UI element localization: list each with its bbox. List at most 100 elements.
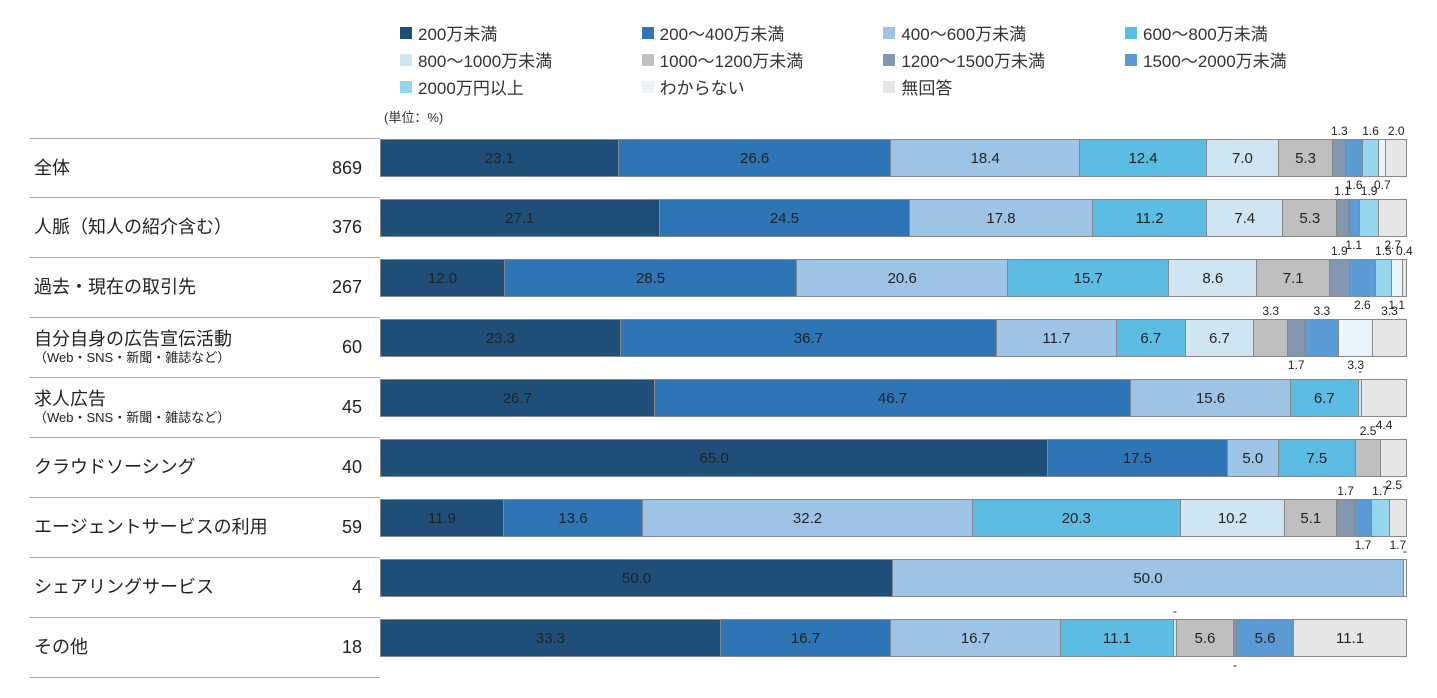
- row-label: シェアリングサービス: [30, 575, 310, 600]
- bar-segment: 12.4: [1079, 140, 1206, 176]
- bar-segment: 10.2: [1180, 500, 1284, 536]
- chart-column: 200万未満200～400万未満400～600万未満600～800万未満800～…: [380, 20, 1407, 678]
- segment-value-outside: -: [1358, 364, 1362, 378]
- bar-segment: 1.9: [1329, 260, 1348, 296]
- stacked-bar: 12.028.520.615.78.67.11.92.61.51.10.4: [380, 259, 1407, 297]
- row-labels-column: 全体869人脈（知人の紹介含む）376過去・現在の取引先267自分自身の広告宣伝…: [30, 20, 380, 678]
- segment-value-outside: 1.9: [1331, 244, 1348, 258]
- row-sublabel: （Web・SNS・新聞・雑誌など）: [34, 411, 306, 426]
- bar-segment: 13.6: [503, 500, 642, 536]
- legend-label: 200～400万未満: [660, 20, 785, 45]
- segment-value-outside: -: [1173, 604, 1177, 618]
- bar-segment: 2.7: [1378, 200, 1406, 236]
- bar-segment: 1.1: [1391, 260, 1402, 296]
- bar-segment: 7.0: [1206, 140, 1278, 176]
- bar-segment: 15.6: [1130, 380, 1289, 416]
- stacked-bar: 65.017.55.07.52.52.5: [380, 439, 1407, 477]
- bar-segment: 2.0: [1385, 140, 1406, 176]
- bar-segment: 16.7: [720, 620, 890, 656]
- segment-value: 33.3: [536, 630, 565, 647]
- bar-segment: 1.5: [1375, 260, 1390, 296]
- bar-segment: 1.7: [1389, 500, 1406, 536]
- segment-value: 12.4: [1128, 150, 1157, 167]
- bar-segment: 7.1: [1256, 260, 1329, 296]
- segment-value-outside: 3.3: [1262, 304, 1279, 318]
- bar-segment: 26.6: [618, 140, 891, 176]
- bar-segment: 1.6: [1362, 140, 1378, 176]
- bar-segment: 5.1: [1284, 500, 1336, 536]
- label-row: その他18: [30, 618, 380, 678]
- segment-value-outside: 1.7: [1337, 484, 1354, 498]
- bar-segment: 11.7: [996, 320, 1116, 356]
- segment-value: 8.6: [1202, 270, 1223, 287]
- legend-label: 1200～1500万未満: [901, 47, 1045, 72]
- bar-segment: 1.9: [1359, 200, 1378, 236]
- segment-value-outside: 0.4: [1396, 244, 1413, 258]
- legend-label: 200万未満: [418, 20, 497, 45]
- legend-swatch: [642, 54, 654, 66]
- stacked-bar: 26.746.715.66.7-4.4: [380, 379, 1407, 417]
- bar-segment: 1.6: [1345, 140, 1361, 176]
- bar-segment: 6.7: [1290, 380, 1358, 416]
- bar-row: 27.124.517.811.27.45.31.11.11.92.7: [380, 188, 1407, 248]
- bar-segment: 5.3: [1282, 200, 1336, 236]
- bar-segment: 1.3: [1332, 140, 1345, 176]
- row-n: 59: [310, 517, 380, 538]
- row-label: 人脈（知人の紹介含む）: [30, 215, 310, 240]
- legend: 200万未満200～400万未満400～600万未満600～800万未満800～…: [380, 20, 1407, 101]
- stacked-bar: 33.316.716.711.1-5.6-5.611.1: [380, 619, 1407, 657]
- bar-row: 12.028.520.615.78.67.11.92.61.51.10.4: [380, 248, 1407, 308]
- bar-segment: 11.1: [1293, 620, 1406, 656]
- segment-value: 18.4: [971, 150, 1000, 167]
- bar-segment: 36.7: [620, 320, 996, 356]
- segment-value: 26.7: [503, 390, 532, 407]
- bar-segment: -: [1403, 560, 1406, 596]
- segment-value: 50.0: [622, 570, 651, 587]
- segment-value-outside: 3.3: [1314, 304, 1331, 318]
- bar-segment: 6.7: [1185, 320, 1254, 356]
- label-row: エージェントサービスの利用59: [30, 498, 380, 558]
- segment-value: 28.5: [636, 270, 665, 287]
- legend-label: 1500～2000万未満: [1143, 47, 1287, 72]
- label-row: クラウドソーシング40: [30, 438, 380, 498]
- segment-value: 7.1: [1283, 270, 1304, 287]
- segment-value: 12.0: [428, 270, 457, 287]
- bar-segment: 3.3: [1372, 320, 1406, 356]
- stacked-bar-chart: 全体869人脈（知人の紹介含む）376過去・現在の取引先267自分自身の広告宣伝…: [30, 20, 1407, 678]
- segment-value-outside: 1.3: [1331, 124, 1348, 138]
- bar-segment: 6.7: [1116, 320, 1185, 356]
- legend-label: 800～1000万未満: [418, 47, 552, 72]
- segment-value-outside: -: [1403, 544, 1407, 558]
- row-sublabel: （Web・SNS・新聞・雑誌など）: [34, 351, 306, 366]
- segment-value: 6.7: [1314, 390, 1335, 407]
- bar-segment: 1.7: [1354, 500, 1371, 536]
- row-n: 45: [310, 397, 380, 418]
- bar-segment: 27.1: [381, 200, 659, 236]
- bar-segment: 11.2: [1092, 200, 1207, 236]
- bar-segment: 17.8: [909, 200, 1091, 236]
- bar-segment: 5.6: [1176, 620, 1233, 656]
- bar-segment: 2.5: [1380, 440, 1406, 476]
- bar-segment: 11.1: [1060, 620, 1173, 656]
- segment-value: 7.5: [1306, 450, 1327, 467]
- bar-segment: 50.0: [892, 560, 1403, 596]
- row-label: クラウドソーシング: [30, 455, 310, 480]
- bar-segment: 5.6: [1236, 620, 1293, 656]
- segment-value: 11.1: [1103, 630, 1131, 647]
- segment-value: 23.1: [485, 150, 514, 167]
- stacked-bar: 11.913.632.220.310.25.11.71.71.71.7: [380, 499, 1407, 537]
- legend-item: 1000～1200万未満: [642, 47, 884, 72]
- row-label: 過去・現在の取引先: [30, 275, 310, 300]
- segment-value: 65.0: [700, 450, 729, 467]
- row-label: エージェントサービスの利用: [30, 515, 310, 540]
- legend-item: 1200～1500万未満: [883, 47, 1125, 72]
- legend-item: 800～1000万未満: [400, 47, 642, 72]
- bar-row: 65.017.55.07.52.52.5: [380, 428, 1407, 488]
- segment-value: 5.3: [1295, 150, 1316, 167]
- segment-value: 11.9: [428, 510, 456, 527]
- segment-value: 16.7: [961, 630, 990, 647]
- bar-segment: 5.3: [1278, 140, 1332, 176]
- legend-swatch: [400, 81, 412, 93]
- segment-value-outside: 1.6: [1362, 124, 1379, 138]
- segment-value: 15.7: [1074, 270, 1103, 287]
